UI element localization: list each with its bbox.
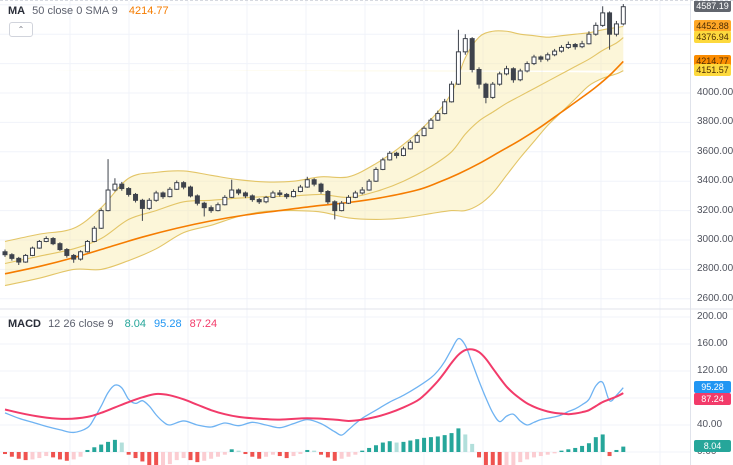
macd-axis-badge: 95.28 bbox=[694, 381, 731, 394]
price-axis-badge: 4214.77 bbox=[694, 54, 731, 67]
price-axis-label: 3400.00 bbox=[697, 175, 733, 187]
price-axis-label: 2800.00 bbox=[697, 263, 733, 275]
ma-indicator-title[interactable]: MA bbox=[8, 5, 26, 17]
macd-indicator-params: 12 26 close 9 bbox=[48, 318, 114, 330]
price-axis-label: 3600.00 bbox=[697, 145, 733, 157]
price-axis-badge: 4587.19 bbox=[694, 1, 731, 13]
price-axis-label: 4000.00 bbox=[697, 87, 733, 98]
price-axis-label: 3000.00 bbox=[697, 234, 733, 245]
price-axis-badge: 4151.57 bbox=[694, 64, 731, 77]
ma-indicator-value: 4214.77 bbox=[128, 5, 169, 17]
chevron-up-icon: ⌃ bbox=[17, 24, 25, 34]
macd-signal-value: 87.24 bbox=[189, 318, 218, 330]
main-chart-legend[interactable]: MA 50 close 0 SMA 9 4214.77 bbox=[8, 5, 169, 17]
price-axis-badge: 4376.94 bbox=[694, 31, 731, 44]
pane-collapse-button[interactable]: ⌃ bbox=[9, 22, 33, 37]
price-axis-label: 3200.00 bbox=[697, 204, 733, 216]
macd-legend[interactable]: MACD 12 26 close 9 8.04 95.28 87.24 bbox=[8, 318, 217, 330]
price-axis-label: 2600.00 bbox=[697, 292, 733, 304]
macd-hist-value: 8.04 bbox=[124, 318, 146, 330]
macd-axis-label: 160.00 bbox=[697, 338, 728, 349]
macd-axis-badge: 87.24 bbox=[694, 393, 731, 406]
macd-axis-badge: 8.04 bbox=[694, 440, 731, 453]
macd-line-value: 95.28 bbox=[154, 318, 182, 330]
candles bbox=[2, 4, 626, 265]
ma-indicator-params: 50 close 0 SMA 9 bbox=[32, 5, 118, 17]
macd-axis-label: 200.00 bbox=[697, 311, 728, 322]
price-axis-badge: 4452.88 bbox=[694, 19, 731, 32]
price-axis[interactable] bbox=[690, 1, 733, 465]
price-axis-label: 3800.00 bbox=[697, 116, 733, 128]
macd-axis-label: 120.00 bbox=[697, 365, 728, 376]
macd-axis-label: 40.00 bbox=[697, 419, 723, 430]
macd-indicator-title[interactable]: MACD bbox=[8, 318, 41, 330]
